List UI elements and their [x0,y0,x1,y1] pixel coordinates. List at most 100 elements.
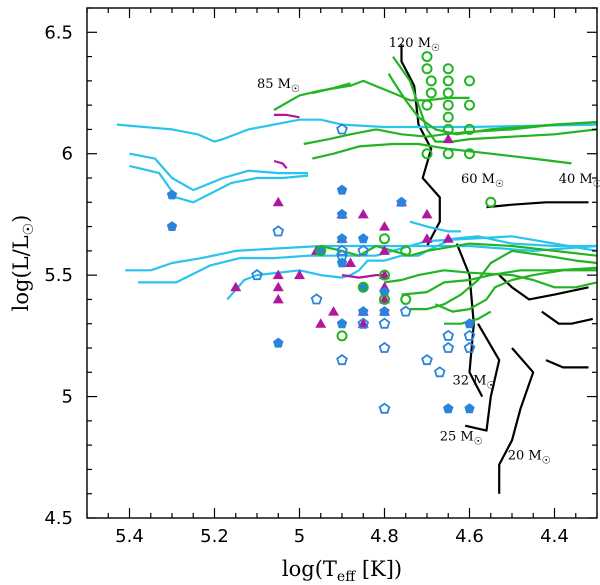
marker-circle-open-15 [425,75,437,87]
x-tick-label: 5.2 [200,526,229,547]
x-axis-label: log(Teff [K]) [282,557,402,585]
marker-pentagon-open-14 [433,366,446,378]
marker-pentagon-filled-17 [464,318,475,329]
marker-triangle-0 [230,281,242,292]
marker-pentagon-open-2 [310,293,323,305]
marker-circle-open-8 [442,111,454,123]
marker-triangle-1 [272,196,284,207]
track-cyan-12 [138,235,597,284]
track-black-6 [498,347,535,494]
marker-circle-open-10 [442,148,454,160]
marker-circle-open-12 [464,99,475,111]
marker-pentagon-open-7 [357,244,370,256]
marker-triangle-5 [294,269,305,280]
track-cyan-11 [125,244,597,272]
marker-pentagon-open-16 [442,341,455,353]
x-tick-label: 4.6 [455,526,484,547]
marker-circle-open-24 [315,245,327,257]
marker-circle-open-6 [442,87,454,99]
track-mass-label-4: 32 M☉ [453,373,496,391]
track-cyan-13 [226,235,597,301]
marker-pentagon-filled-4 [336,184,348,195]
y-tick-label: 5 [62,387,73,408]
marker-circle-open-2 [421,99,433,111]
marker-triangle-16 [379,245,390,255]
marker-pentagon-filled-0 [166,189,178,200]
marker-circle-open-13 [464,123,475,135]
marker-triangle-11 [345,257,356,267]
marker-triangle-25 [442,133,454,144]
marker-pentagon-open-15 [442,329,455,341]
marker-circle-open-25 [357,281,369,293]
y-tick-label: 5.5 [44,265,73,286]
marker-pentagon-open-5 [336,249,348,261]
track-green-15 [273,79,470,111]
marker-circle-open-20 [379,269,390,281]
track-black-3 [498,274,589,301]
y-axis-label: log(L/L☉) [9,215,37,312]
x-axis-ticks: 5.4 5.2 5 4.8 4.6 4.4 [86,8,598,547]
track-mass-label-3: 40 M☉ [559,172,600,190]
marker-pentagon-open-1 [272,225,285,237]
marker-circle-open-23 [336,330,348,342]
track-cyan-14 [409,220,461,233]
track-magenta-27 [274,113,300,119]
marker-pentagon-open-4 [336,244,348,256]
marker-circle-open-0 [421,51,433,63]
marker-circle-open-9 [442,123,454,135]
marker-pentagon-filled-8 [336,318,348,329]
marker-circle-open-11 [464,75,475,87]
track-green-25 [435,269,597,313]
marker-triangle-17 [379,269,390,280]
marker-circle-open-21 [379,293,390,305]
x-tick-label: 4.8 [370,526,399,547]
marker-pentagon-open-3 [336,123,348,135]
marker-pentagon-filled-9 [358,233,369,244]
marker-circle-open-5 [442,75,454,87]
marker-pentagon-filled-6 [336,233,348,244]
x-axis-label-tail: [K]) [355,557,402,581]
track-green-16 [312,82,351,95]
track-black-4 [464,323,501,432]
marker-pentagon-filled-12 [379,286,390,297]
marker-circle-open-1 [421,63,433,75]
track-mass-label-1: 85 M☉ [257,77,300,95]
marker-triangle-24 [442,233,454,243]
marker-pentagon-filled-16 [464,403,475,414]
y-tick-label: 6 [62,144,73,165]
track-magenta-29 [341,274,385,279]
marker-pentagon-open-18 [463,341,476,353]
track-green-19 [392,55,597,143]
track-green-24 [410,249,597,311]
track-mass-label-6: 20 M☉ [508,449,551,467]
track-cyan-10 [129,164,309,204]
y-axis-ticks: 4.5 5 5.5 6 6.5 [44,7,597,529]
track-mass-label-5: 25 M☉ [440,429,483,447]
track-cyan-9 [129,152,308,192]
track-green-22 [384,269,597,289]
marker-pentagon-filled-2 [273,337,284,348]
marker-triangle-23 [421,208,433,219]
track-black-5 [541,310,594,325]
track-green-20 [387,73,597,136]
track-mass-label-2: 60 M☉ [461,172,504,190]
y-tick-label: 4.5 [44,508,73,529]
marker-triangle-12 [357,208,369,219]
marker-triangle-4 [272,293,284,304]
marker-circle-open-16 [425,87,437,99]
track-black-7 [545,359,589,369]
marker-triangle-19 [379,293,390,304]
marker-circle-open-17 [485,196,497,208]
annotations-layer: 120 M☉ 85 M☉ 60 M☉ 40 M☉ 32 M☉ 25 M☉ 20 M☉ [257,36,600,467]
track-black-1 [486,201,589,209]
marker-triangle-2 [272,269,284,280]
marker-pentagon-open-10 [378,341,391,353]
marker-pentagon-open-12 [399,305,412,317]
marker-triangle-15 [379,221,390,231]
marker-circle-open-7 [442,99,454,111]
marker-pentagon-open-9 [378,317,391,329]
marker-pentagon-filled-5 [336,208,348,219]
track-black-0 [400,44,441,247]
marker-triangle-7 [315,318,327,328]
